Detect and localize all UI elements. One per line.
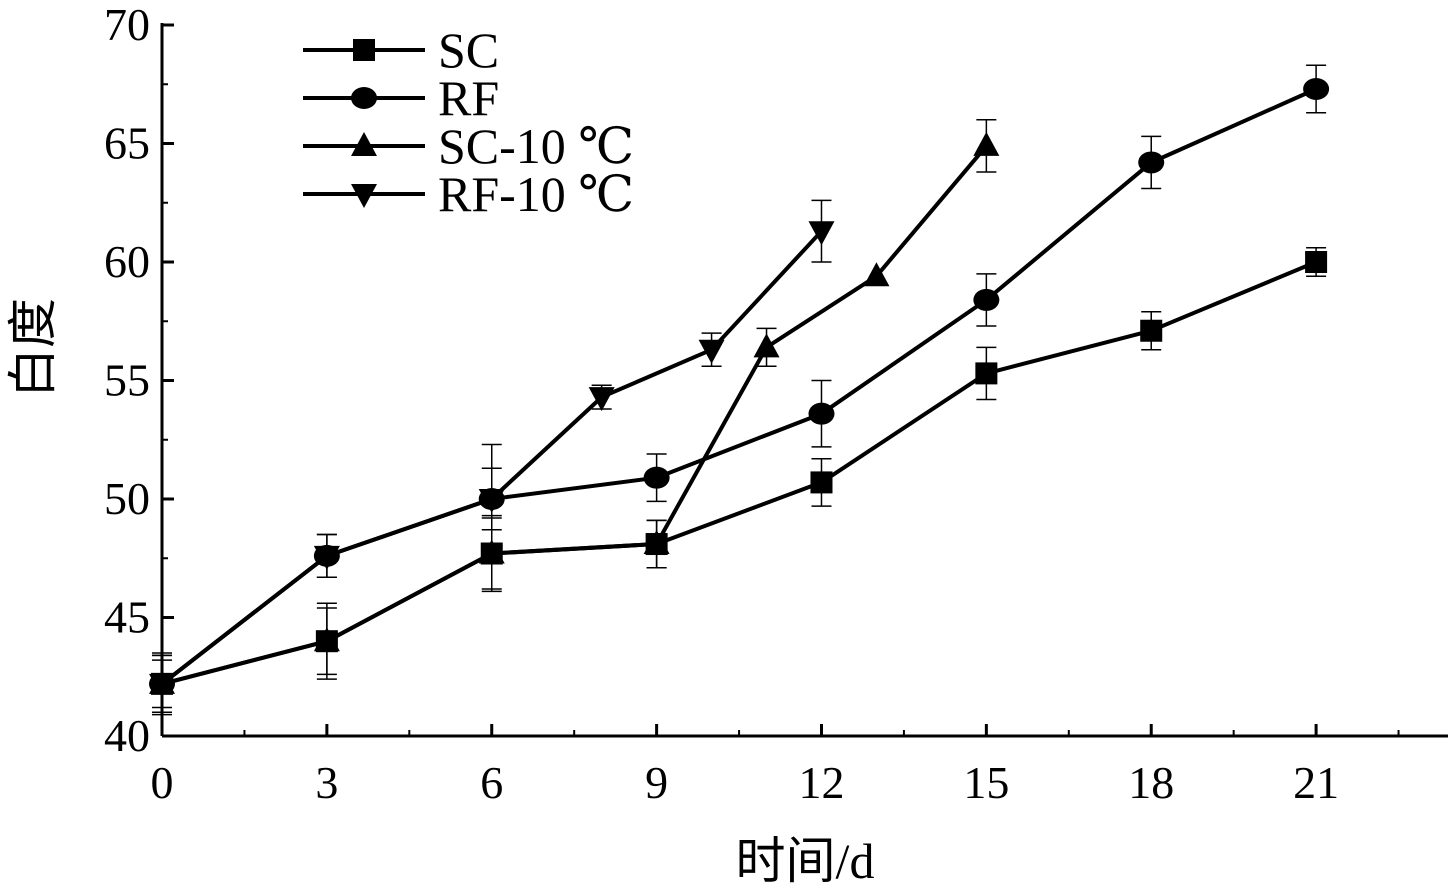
data-point (808, 402, 835, 425)
legend-marker (351, 87, 377, 109)
x-tick-label-21: 21 (1293, 757, 1339, 808)
axes: 40 45 50 55 60 65 70 0 3 6 9 12 15 18 21 (104, 0, 1448, 808)
y-tick-label-65: 65 (104, 118, 150, 169)
data-point (643, 530, 670, 555)
data-point (478, 489, 505, 513)
y-tick-label-45: 45 (104, 592, 150, 643)
data-point (1140, 319, 1163, 342)
series-line (160, 87, 1317, 686)
legend-marker (351, 132, 377, 156)
data-point (588, 387, 615, 412)
legend-label: RF-10 ℃ (438, 166, 634, 222)
y-tick-label-70: 70 (104, 0, 150, 50)
y-tick-label-50: 50 (104, 473, 150, 524)
data-point (313, 545, 340, 570)
data-point (698, 339, 725, 364)
y-tick-label-60: 60 (104, 236, 150, 287)
legend-item-2: SC-10 ℃ (303, 118, 634, 174)
series-1 (149, 64, 1330, 709)
x-tick-label-12: 12 (798, 757, 844, 808)
x-tick-label-3: 3 (315, 757, 338, 808)
legend-item-0: SC (303, 22, 499, 78)
x-tick-label-0: 0 (151, 757, 174, 808)
series-layer (149, 64, 1330, 716)
legend-item-1: RF (303, 70, 499, 126)
legend-item-3: RF-10 ℃ (303, 166, 634, 222)
data-point (1303, 77, 1330, 100)
series-3 (149, 199, 835, 714)
data-point (973, 288, 1000, 311)
data-point (863, 262, 890, 287)
data-point (149, 673, 175, 698)
y-tick-label-40: 40 (104, 710, 150, 761)
legend-marker (351, 184, 377, 208)
x-tick-label-9: 9 (645, 757, 668, 808)
y-tick-label-55: 55 (104, 355, 150, 406)
data-point (810, 471, 833, 494)
y-axis-title: 白度 (5, 298, 61, 398)
legend-label: RF (438, 70, 499, 126)
x-tick-label-18: 18 (1128, 757, 1174, 808)
data-point (975, 362, 998, 385)
legend-marker (353, 39, 375, 61)
legend-label: SC (438, 22, 499, 78)
x-tick-label-15: 15 (963, 757, 1009, 808)
data-point (643, 466, 670, 489)
series-line (161, 144, 988, 686)
data-point (313, 627, 340, 652)
data-point (808, 221, 835, 246)
x-axis-title: 时间/d (736, 833, 875, 889)
series-line (160, 229, 823, 686)
data-point (753, 333, 780, 358)
data-point (973, 131, 1000, 156)
x-tick-label-6: 6 (480, 757, 503, 808)
data-point (1305, 251, 1328, 273)
legend-label: SC-10 ℃ (438, 118, 634, 174)
data-point (1138, 151, 1165, 174)
